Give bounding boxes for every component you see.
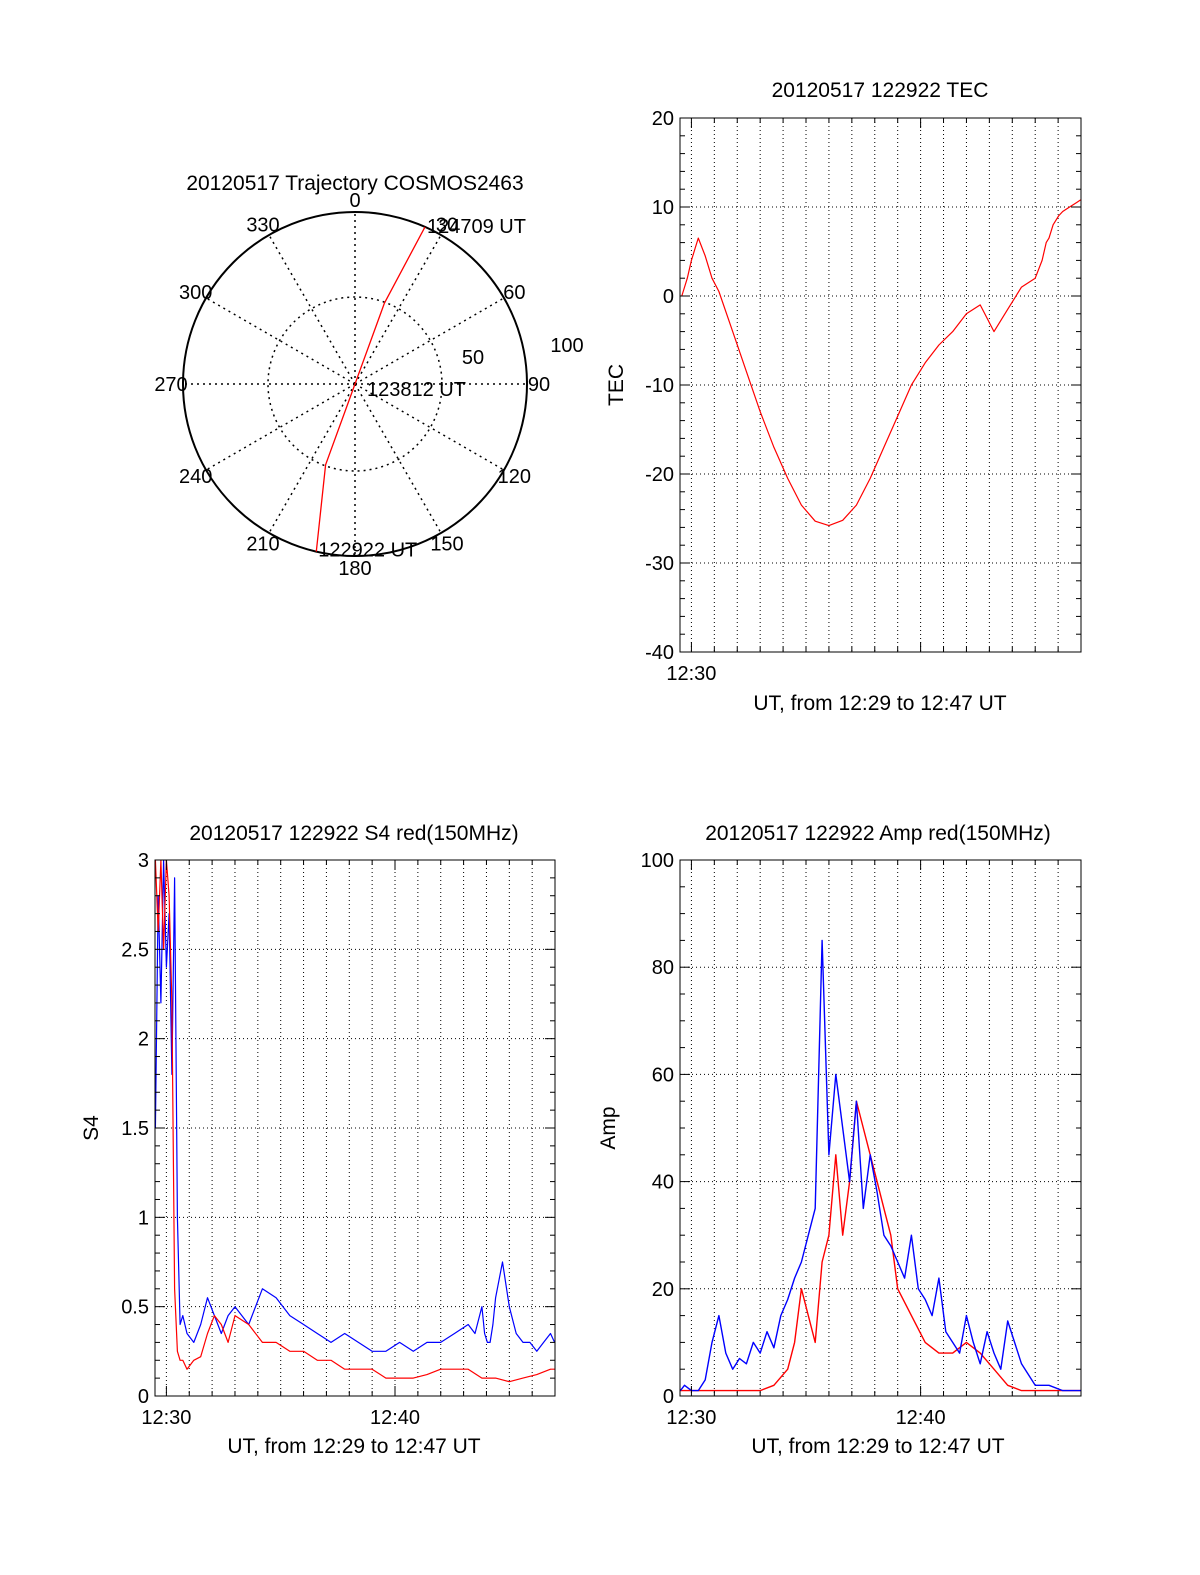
polar-grid (182, 211, 528, 557)
trajectory-time-label: 124709 UT (427, 216, 526, 238)
y-tick-label: 0 (138, 1386, 149, 1408)
tec-grid (680, 118, 1081, 652)
y-tick-label: 60 (652, 1064, 674, 1086)
tec-panel: 20120517 122922 TEC 20 10 0 -10 -20 -30 -40 12… (605, 79, 1082, 715)
y-tick-label: 80 (652, 957, 674, 979)
y-tick-label: 10 (652, 197, 674, 219)
polar-azimuth-label: 30 (436, 215, 458, 237)
polar-radial-label: 50 (462, 347, 484, 369)
x-tick-label: 12:30 (141, 1407, 191, 1429)
amp-panel: 20120517 122922 Amp red(150MHz) 100 80 60 4… (597, 822, 1082, 1458)
polar-azimuth-label: 60 (503, 282, 525, 304)
series-line-blue (680, 939, 1081, 1392)
y-tick-label: 40 (652, 1172, 674, 1194)
polar-radial-labels: 50 100 (462, 335, 584, 369)
s4-grid (155, 860, 555, 1396)
y-tick-label: 0.5 (121, 1297, 149, 1319)
x-tick-label: 12:30 (666, 1407, 716, 1429)
trajectory-title: 20120517 Trajectory COSMOS2463 (186, 172, 523, 195)
y-tick-label: 20 (652, 108, 674, 130)
tec-y-axis-label: TEC (605, 364, 628, 406)
y-tick-label: -10 (645, 375, 674, 397)
polar-spoke (268, 234, 356, 385)
y-tick-label: 3 (138, 850, 149, 872)
polar-azimuth-label: 300 (179, 282, 212, 304)
polar-azimuth-label: 330 (246, 215, 279, 237)
polar-azimuth-label: 90 (528, 374, 550, 396)
trajectory-time-label: 123812 UT (367, 379, 466, 401)
s4-x-ticks: 12:30 12:40 (141, 860, 533, 1429)
amp-y-ticks: 100 80 60 40 20 0 (641, 850, 1081, 1408)
s4-y-axis-label: S4 (80, 1115, 103, 1141)
tec-x-ticks: 12:30 (666, 118, 1059, 685)
tec-title: 20120517 122922 TEC (772, 79, 989, 102)
s4-y-ticks: 3 2.5 2 1.5 1 0.5 0 (121, 850, 555, 1408)
polar-azimuth-labels: 0 30 60 90 120 150 180 210 240 270 300 330 (154, 190, 550, 580)
y-tick-label: -30 (645, 553, 674, 575)
polar-azimuth-label: 120 (498, 466, 531, 488)
y-tick-label: 0 (663, 286, 674, 308)
tec-x-axis-label: UT, from 12:29 to 12:47 UT (753, 692, 1006, 715)
y-tick-label: 1 (138, 1207, 149, 1229)
polar-azimuth-label: 270 (154, 374, 187, 396)
x-tick-label: 12:40 (370, 1407, 420, 1429)
polar-spoke (205, 383, 356, 471)
trajectory-track (315, 226, 426, 552)
y-tick-label: -20 (645, 464, 674, 486)
polar-spoke (354, 234, 442, 385)
s4-x-axis-label: UT, from 12:29 to 12:47 UT (227, 1435, 480, 1458)
y-tick-label: 2 (138, 1029, 149, 1051)
series-line-red (155, 860, 555, 1383)
polar-spoke (354, 383, 442, 534)
polar-outer-ring (182, 211, 528, 557)
amp-series (680, 939, 1081, 1392)
series-line-blue (155, 860, 555, 1352)
trajectory-time-label: 122922 UT (318, 540, 417, 562)
s4-series (155, 860, 555, 1383)
series-line-red (681, 199, 1081, 527)
y-tick-label: 20 (652, 1279, 674, 1301)
polar-azimuth-label: 0 (349, 190, 360, 212)
polar-spoke (354, 297, 505, 385)
x-tick-label: 12:40 (896, 1407, 946, 1429)
amp-plot-frame (679, 859, 1082, 1397)
polar-radial-label: 100 (550, 335, 583, 357)
polar-spoke (354, 383, 505, 471)
amp-x-axis-label: UT, from 12:29 to 12:47 UT (751, 1435, 1004, 1458)
amp-grid (680, 860, 1081, 1396)
y-tick-label: 1.5 (121, 1118, 149, 1140)
amp-x-ticks: 12:30 12:40 (666, 860, 1059, 1429)
tec-series (681, 199, 1081, 527)
x-tick-label: 12:30 (666, 663, 716, 685)
y-tick-label: 0 (663, 1386, 674, 1408)
polar-inner-ring (267, 296, 443, 472)
y-tick-label: -40 (645, 642, 674, 664)
y-tick-label: 2.5 (121, 939, 149, 961)
amp-title: 20120517 122922 Amp red(150MHz) (705, 822, 1051, 845)
series-line-red (680, 1100, 1081, 1392)
trajectory-annotations: 124709 UT 123812 UT 122922 UT (318, 216, 526, 562)
polar-azimuth-label: 150 (430, 533, 463, 555)
polar-spoke (268, 383, 356, 534)
y-tick-label: 100 (641, 850, 674, 872)
polar-azimuth-label: 240 (179, 466, 212, 488)
polar-azimuth-label: 180 (338, 558, 371, 580)
trajectory-line (315, 226, 426, 552)
polar-spoke (205, 297, 356, 385)
amp-y-axis-label: Amp (597, 1106, 620, 1149)
trajectory-panel: 20120517 Trajectory COSMOS2463 030609012… (154, 172, 583, 580)
polar-azimuth-label: 210 (246, 533, 279, 555)
tec-y-ticks: 20 10 0 -10 -20 -30 -40 (645, 108, 1081, 664)
s4-panel: 20120517 122922 S4 red(150MHz) 32.521.51… (80, 822, 556, 1458)
s4-title: 20120517 122922 S4 red(150MHz) (189, 822, 518, 845)
